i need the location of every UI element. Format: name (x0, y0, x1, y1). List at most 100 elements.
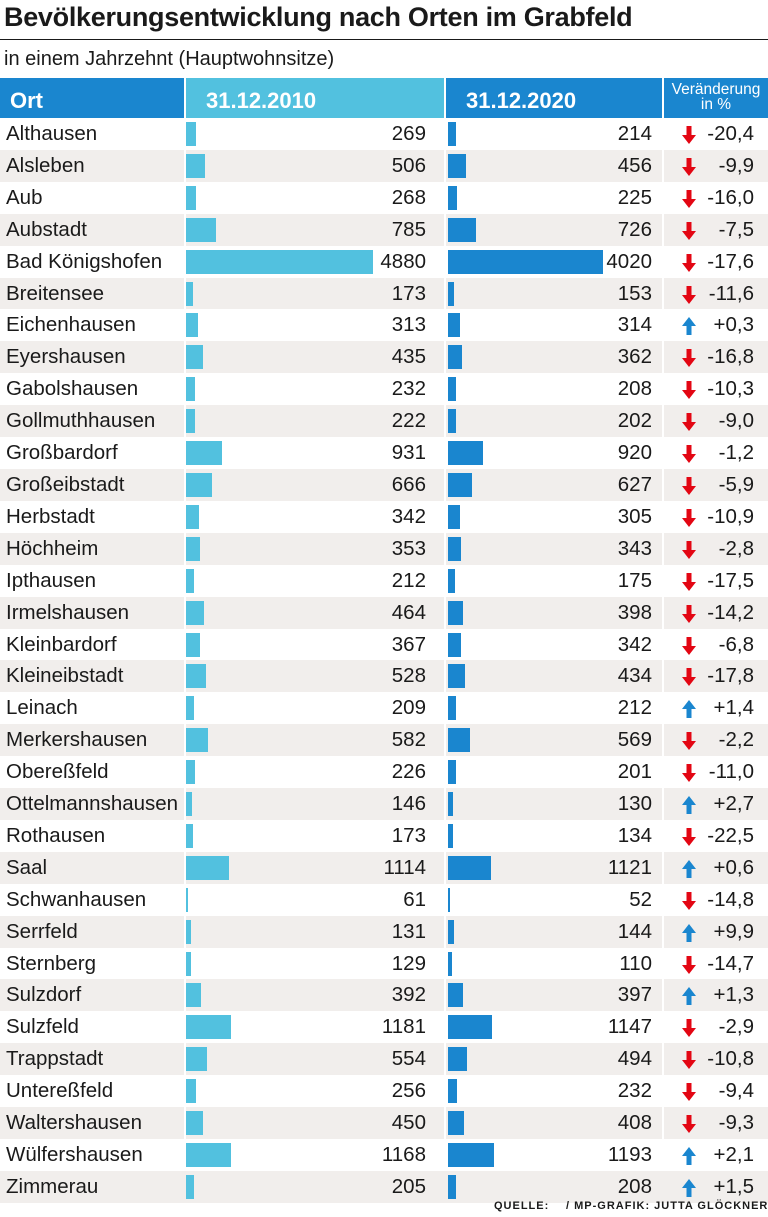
arrow-down-icon (682, 955, 696, 974)
bar-2010 (186, 1143, 231, 1167)
place-name: Althausen (6, 122, 98, 145)
bar-2010 (186, 345, 203, 370)
change-percent: -11,6 (708, 281, 754, 305)
arrow-down-icon (682, 1019, 696, 1038)
place-name: Serrfeld (6, 919, 78, 943)
value-2020: 456 (617, 153, 652, 177)
place-name: Gollmuthhausen (6, 409, 156, 433)
bar-2020 (448, 1174, 457, 1199)
change-percent: -9,4 (718, 1079, 754, 1103)
change-percent: -17,6 (707, 249, 754, 273)
bar-2010 (186, 472, 212, 497)
place-name: Leinach (6, 696, 78, 720)
value-2010: 582 (391, 728, 426, 752)
place-name: Eyershausen (6, 345, 126, 369)
bar-2010 (186, 217, 217, 242)
arrow-up-icon (682, 317, 696, 336)
value-2010: 212 (391, 568, 426, 592)
place-name: Großbardorf (6, 441, 118, 465)
table-row: Großbardorf 931 920 -1,2 (0, 437, 768, 469)
value-2020: 153 (617, 281, 652, 305)
arrow-up-icon (682, 859, 696, 878)
table-row: Zimmerau 205 208 +1,5 (0, 1170, 768, 1203)
value-2020: 214 (617, 122, 652, 145)
value-2020: 314 (617, 313, 652, 337)
column-divider (444, 78, 446, 1169)
change-percent: -9,0 (718, 409, 754, 433)
bar-2010 (186, 441, 222, 466)
place-name: Sulzdorf (6, 983, 82, 1007)
place-name: Trappstadt (6, 1047, 104, 1071)
table-row: Sulzdorf 392 397 +1,3 (0, 979, 768, 1012)
value-2020: 144 (617, 919, 652, 943)
table-row: Kleineibstadt 528 434 -17,8 (0, 660, 768, 693)
change-percent: -10,9 (707, 504, 754, 528)
value-2010: 785 (391, 217, 426, 241)
change-percent: -16,0 (707, 185, 754, 209)
bar-2020 (448, 536, 462, 561)
value-2020: 1193 (607, 1143, 652, 1166)
bar-2010 (186, 919, 192, 944)
arrow-down-icon (682, 1115, 696, 1134)
change-percent: -2,2 (718, 728, 754, 752)
bar-2010 (186, 855, 229, 880)
value-2020: 362 (617, 345, 652, 369)
bar-2020 (448, 632, 462, 657)
change-percent: -2,8 (718, 536, 754, 560)
value-2010: 313 (391, 313, 426, 337)
arrow-up-icon (682, 987, 696, 1006)
place-name: Ottelmannshausen (6, 792, 179, 816)
bar-2010 (186, 1111, 204, 1136)
change-percent: -17,5 (707, 568, 754, 592)
change-percent: -10,8 (707, 1047, 754, 1071)
place-name: Sternberg (6, 951, 97, 975)
bar-2020 (448, 313, 461, 338)
bar-2020 (448, 249, 603, 274)
value-2020: 305 (617, 504, 652, 528)
column-divider (662, 78, 664, 1169)
table-row: Merkershausen 582 569 -2,2 (0, 724, 768, 757)
change-percent: -7,5 (718, 217, 754, 241)
table-row: Untereßfeld 256 232 -9,4 (0, 1075, 768, 1107)
value-2020: 569 (617, 728, 652, 752)
header-change: Veränderung in % (664, 78, 768, 118)
footer-source: QUELLE: (494, 1200, 550, 1212)
value-2010: 268 (391, 185, 426, 209)
table-row: Waltershausen 450 408 -9,3 (0, 1107, 768, 1139)
bar-2020 (448, 823, 454, 848)
bar-2020 (448, 153, 466, 178)
bar-2020 (448, 1143, 494, 1167)
arrow-down-icon (682, 126, 696, 144)
change-percent: -14,7 (707, 951, 754, 975)
bar-2010 (186, 696, 194, 721)
value-2020: 130 (617, 792, 652, 816)
value-2020: 208 (617, 1174, 652, 1198)
table-row: Eichenhausen 313 314 +0,3 (0, 309, 768, 341)
bar-2020 (448, 409, 456, 434)
bar-2020 (448, 217, 476, 242)
value-2010: 528 (391, 664, 426, 688)
value-2010: 61 (403, 887, 426, 911)
arrow-down-icon (682, 508, 696, 527)
value-2020: 434 (617, 664, 652, 688)
bar-2010 (186, 377, 195, 402)
change-percent: -20,4 (707, 122, 754, 145)
arrow-up-icon (682, 700, 696, 719)
value-2020: 920 (617, 441, 652, 465)
table-row: Aubstadt 785 726 -7,5 (0, 213, 768, 246)
arrow-down-icon (682, 732, 696, 751)
value-2010: 129 (391, 951, 426, 975)
value-2020: 212 (617, 696, 652, 720)
table-row: Saal 1114 1121 +0,6 (0, 851, 768, 884)
arrow-down-icon (682, 253, 696, 272)
table-row: Ottelmannshausen 146 130 +2,7 (0, 788, 768, 820)
bar-2010 (186, 281, 193, 306)
value-2020: 225 (617, 185, 652, 209)
place-name: Breitensee (6, 281, 105, 305)
arrow-down-icon (682, 285, 696, 304)
bar-2020 (448, 1111, 464, 1136)
footer-credit: / MP-GRAFIK: JUTTA GLÖCKNER (566, 1200, 768, 1212)
bar-2020 (448, 345, 462, 370)
bar-2020 (448, 951, 453, 976)
value-2010: 4880 (380, 249, 426, 273)
